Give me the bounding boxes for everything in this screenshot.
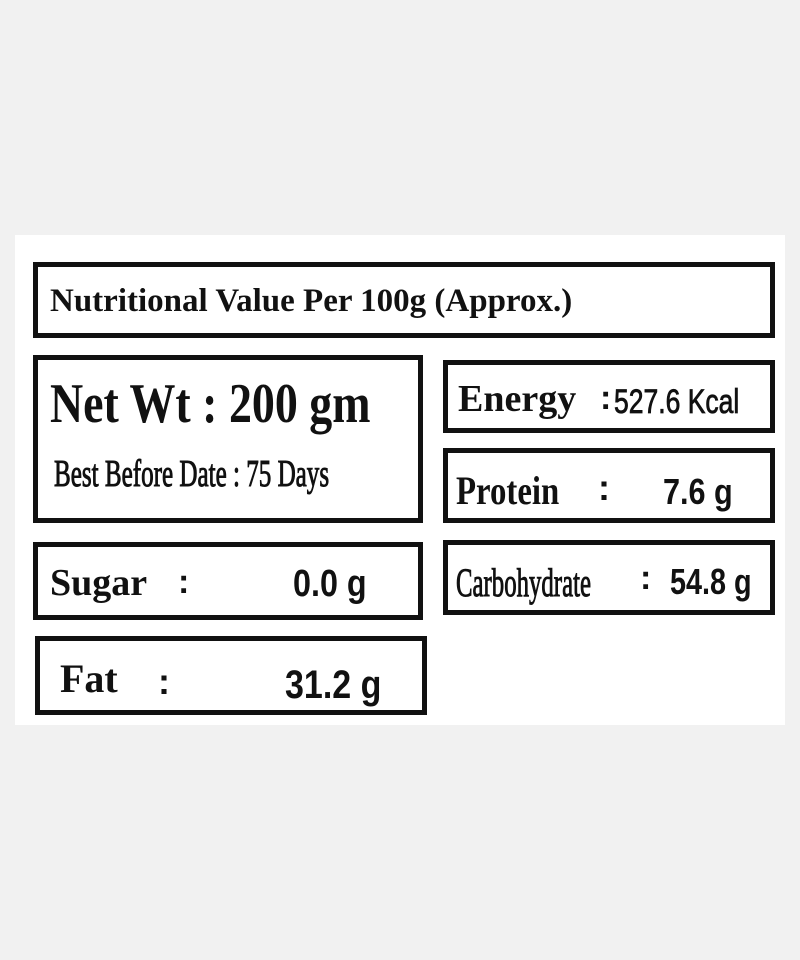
- title-box: Nutritional Value Per 100g (Approx.): [33, 262, 775, 338]
- carbohydrate-value: 54.8 g: [670, 561, 752, 602]
- carbohydrate-label: Carbohydrate: [456, 560, 592, 606]
- energy-box: Energy : 527.6 Kcal: [443, 360, 775, 433]
- energy-value: 527.6 Kcal: [614, 383, 740, 422]
- fat-value: 31.2 g: [285, 663, 382, 707]
- sugar-separator: :: [178, 563, 190, 601]
- best-before: Best Before Date : 75 Days: [54, 453, 330, 496]
- energy-label: Energy: [458, 378, 577, 420]
- energy-separator: :: [600, 379, 612, 417]
- net-box: Net Wt : 200 gm Best Before Date : 75 Da…: [33, 355, 423, 523]
- fat-label: Fat: [60, 656, 118, 701]
- title: Nutritional Value Per 100g (Approx.): [50, 283, 573, 319]
- net-weight: Net Wt : 200 gm: [50, 373, 371, 435]
- protein-box: Protein : 7.6 g: [443, 448, 775, 523]
- fat-box: Fat : 31.2 g: [35, 636, 427, 715]
- carbohydrate-separator: :: [640, 559, 652, 597]
- protein-label: Protein: [456, 468, 560, 513]
- sugar-value: 0.0 g: [293, 563, 367, 605]
- sugar-box: Sugar : 0.0 g: [33, 542, 423, 620]
- protein-separator: :: [598, 467, 610, 508]
- sugar-label: Sugar: [50, 562, 148, 604]
- fat-separator: :: [158, 661, 170, 702]
- protein-value: 7.6 g: [663, 471, 733, 512]
- carbohydrate-box: Carbohydrate : 54.8 g: [443, 540, 775, 615]
